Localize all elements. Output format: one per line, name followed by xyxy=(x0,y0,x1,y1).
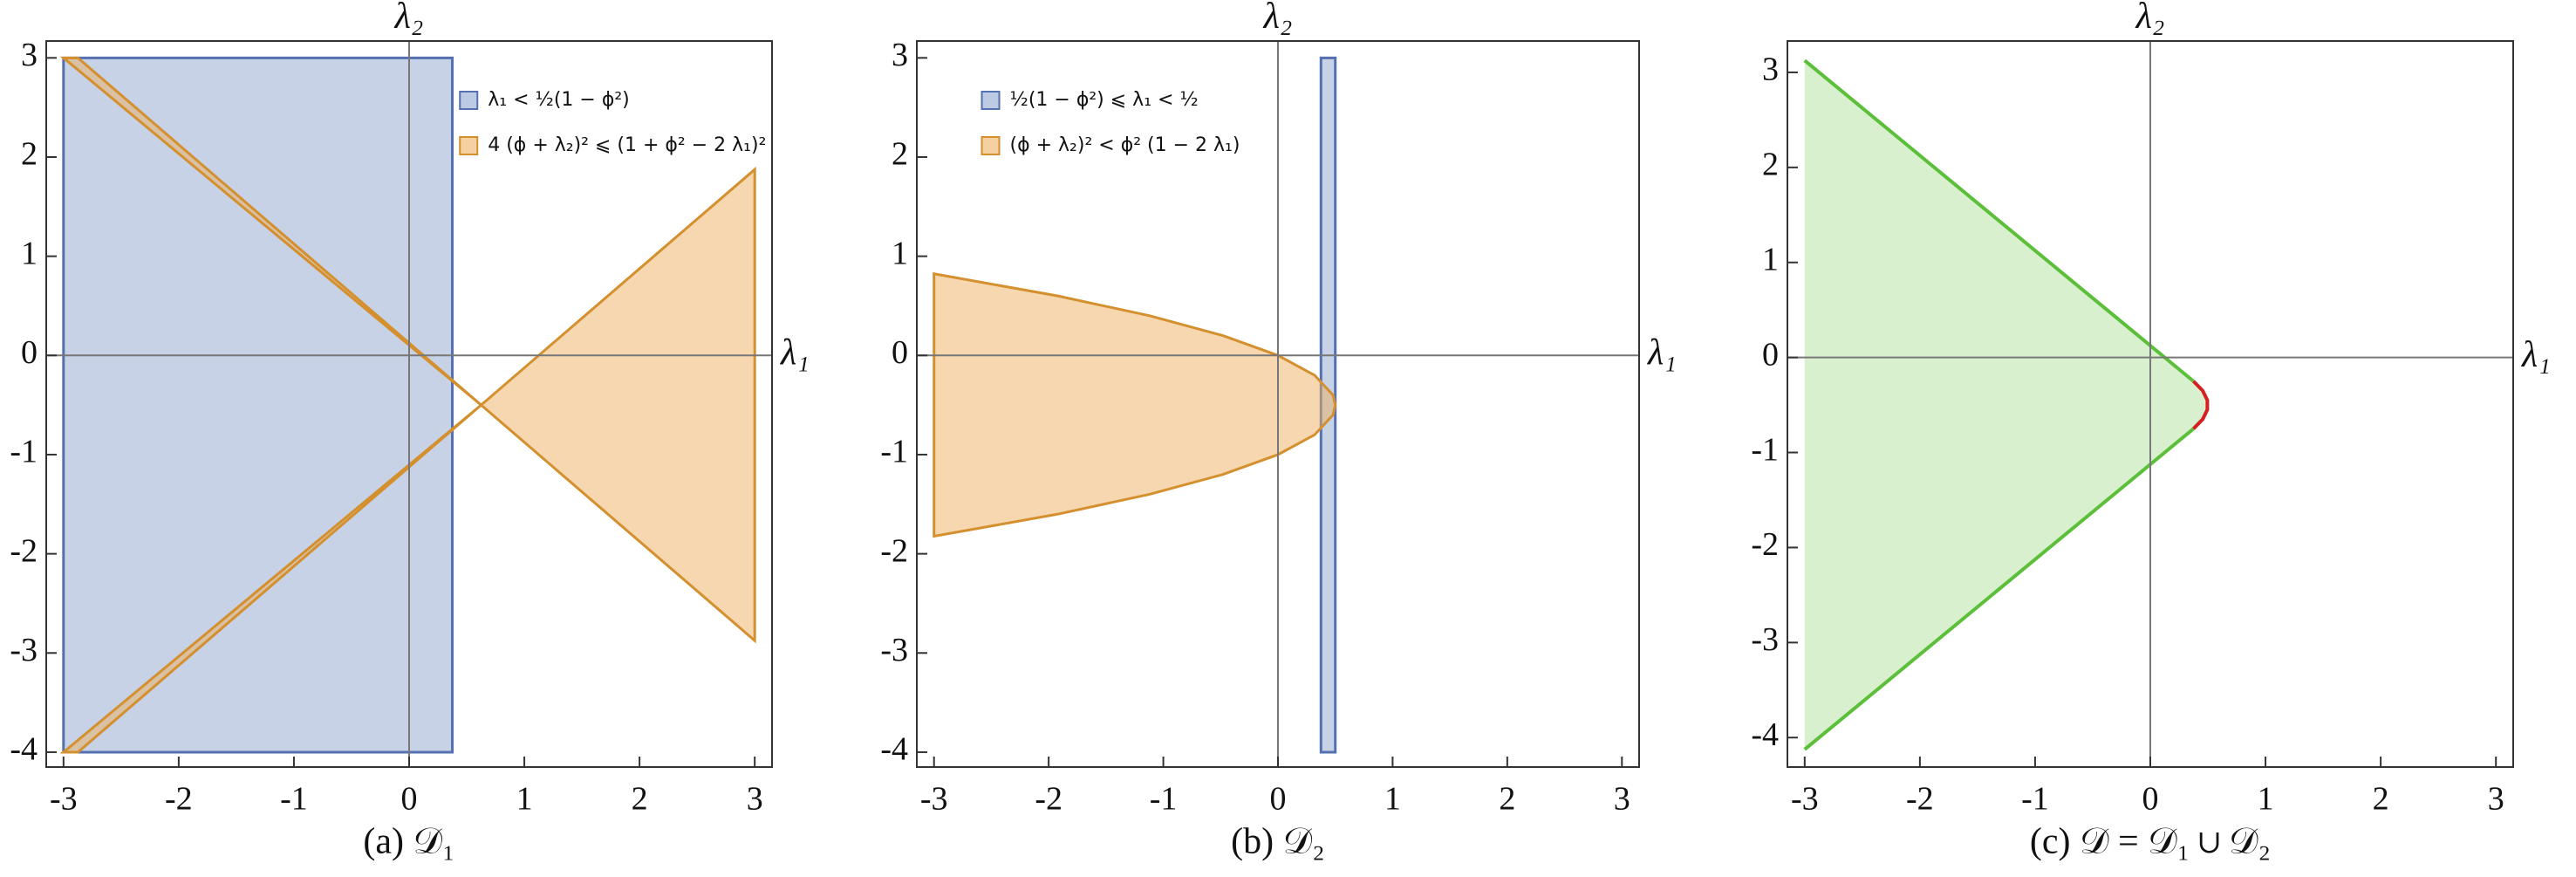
y-tick-label: 2 xyxy=(892,136,908,173)
x-axis-label: λ₁ xyxy=(1646,332,1677,373)
region xyxy=(933,271,1337,538)
x-tick-label: -1 xyxy=(280,781,308,818)
x-tick-label: -2 xyxy=(165,781,193,818)
y-tick-label: -3 xyxy=(880,632,908,668)
boundary-line xyxy=(1803,427,2195,751)
y-tick-label: -4 xyxy=(880,731,908,768)
y-tick-label: 3 xyxy=(1762,51,1779,88)
region xyxy=(59,56,756,754)
y-tick-label: 0 xyxy=(1762,336,1779,373)
legend-label: 4 (ϕ + λ₂)² ⩽ (1 + ϕ² − 2 λ₁)² xyxy=(488,134,766,156)
x-tick-label: -2 xyxy=(1906,781,1934,818)
x-tick-label: 3 xyxy=(747,781,763,818)
x-tick-label: -3 xyxy=(50,781,78,818)
y-tick-label: -2 xyxy=(880,532,908,569)
y-tick-label: -2 xyxy=(10,532,38,569)
caption: (c) 𝒟 = 𝒟₁ ∪ 𝒟₂ xyxy=(2030,822,2271,862)
y-tick-label: 1 xyxy=(21,235,38,271)
y-tick-label: -1 xyxy=(10,434,38,470)
x-tick-label: 1 xyxy=(2258,781,2274,818)
x-axis-label: λ₁ xyxy=(779,332,810,373)
legend-swatch xyxy=(981,91,1001,110)
x-tick-label: -3 xyxy=(920,781,948,818)
y-tick-label: 1 xyxy=(1762,241,1779,277)
x-tick-label: -1 xyxy=(2021,781,2049,818)
y-tick-label: -3 xyxy=(1751,621,1779,658)
y-axis-label: λ₂ xyxy=(1262,0,1293,37)
panel: -3 -2 -1 0 1 2 3 -4 -3 -2 -1 0 1 2 3 λ₂ λ₁ (a) 𝒟₁ λ₁ < ½(1… xyxy=(10,0,809,862)
legend-swatch xyxy=(981,136,1001,155)
x-tick-label: -2 xyxy=(1035,781,1063,818)
legend-label: (ϕ + λ₂)² < ϕ² (1 − 2 λ₁) xyxy=(1010,134,1240,156)
x-tick-label: 2 xyxy=(632,781,648,818)
caption: (b) 𝒟₂ xyxy=(1231,822,1325,862)
y-axis-label: λ₂ xyxy=(393,0,424,37)
x-tick-label: -3 xyxy=(1791,781,1819,818)
caption: (a) 𝒟₁ xyxy=(363,822,454,862)
y-axis-label: λ₂ xyxy=(2135,0,2165,37)
boundary-line xyxy=(2192,380,2210,430)
x-tick-label: 0 xyxy=(401,781,418,818)
x-tick-label: -1 xyxy=(1150,781,1178,818)
x-tick-label: 3 xyxy=(2488,781,2504,818)
legend-label: λ₁ < ½(1 − ϕ²) xyxy=(488,89,630,111)
x-tick-label: 1 xyxy=(516,781,533,818)
legend-swatch xyxy=(459,91,479,110)
x-axis-label: λ₁ xyxy=(2520,334,2551,374)
panel: -3 -2 -1 0 1 2 3 -4 -3 -2 -1 0 1 2 3 λ₂ λ₁ (b) 𝒟₂ ½(1 − ϕ²… xyxy=(880,0,1676,862)
y-tick-label: -3 xyxy=(10,632,38,668)
panel: -3 -2 -1 0 1 2 3 -4 -3 -2 -1 0 1 2 3 λ₂ λ₁ (c) 𝒟 = 𝒟₁ ∪ 𝒟… xyxy=(1751,0,2550,862)
y-tick-label: 2 xyxy=(21,136,38,173)
x-tick-label: 1 xyxy=(1384,781,1401,818)
region xyxy=(62,56,454,754)
region xyxy=(1804,60,2208,750)
x-tick-label: 2 xyxy=(2373,781,2389,818)
boundary-line xyxy=(1803,58,2195,383)
y-tick-label: 2 xyxy=(1762,147,1779,183)
y-tick-label: 0 xyxy=(21,334,38,371)
y-tick-label: -1 xyxy=(1751,431,1779,468)
x-tick-label: 0 xyxy=(2142,781,2159,818)
x-tick-label: 0 xyxy=(1270,781,1287,818)
y-tick-label: -1 xyxy=(880,434,908,470)
y-tick-label: 1 xyxy=(892,235,908,271)
y-tick-label: 3 xyxy=(892,37,908,73)
y-tick-label: 0 xyxy=(892,334,908,371)
legend-swatch xyxy=(459,136,479,155)
x-tick-label: 2 xyxy=(1499,781,1515,818)
y-tick-label: -4 xyxy=(1751,716,1779,753)
x-tick-label: 3 xyxy=(1614,781,1630,818)
y-tick-label: -4 xyxy=(10,731,38,768)
y-tick-label: -2 xyxy=(1751,526,1779,563)
legend-label: ½(1 − ϕ²) ⩽ λ₁ < ½ xyxy=(1010,89,1199,111)
y-tick-label: 3 xyxy=(21,37,38,73)
